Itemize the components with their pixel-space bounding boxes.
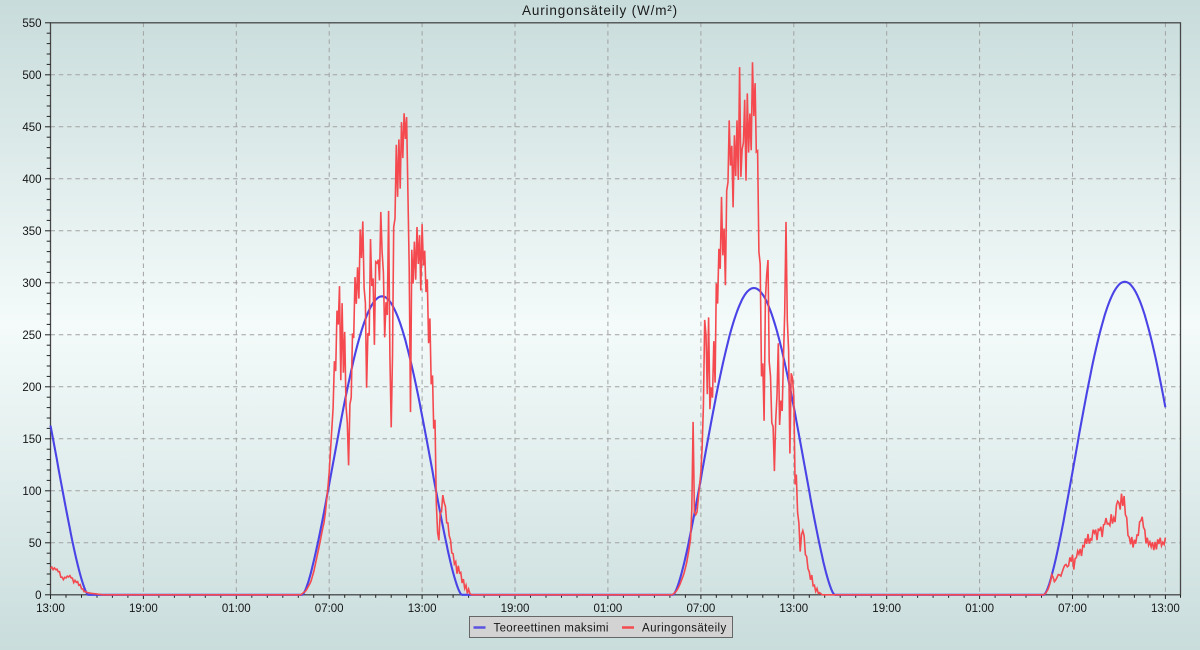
svg-text:19:00: 19:00 (501, 603, 530, 615)
svg-text:Auringonsäteily (W/m²): Auringonsäteily (W/m²) (522, 3, 678, 18)
svg-text:01:00: 01:00 (965, 603, 994, 615)
svg-text:50: 50 (29, 538, 42, 550)
svg-text:13:00: 13:00 (36, 603, 65, 615)
svg-text:01:00: 01:00 (594, 603, 623, 615)
svg-text:07:00: 07:00 (1058, 603, 1087, 615)
svg-text:19:00: 19:00 (129, 603, 158, 615)
svg-text:13:00: 13:00 (408, 603, 437, 615)
svg-text:01:00: 01:00 (222, 603, 251, 615)
svg-text:350: 350 (22, 226, 41, 238)
svg-text:500: 500 (22, 70, 41, 82)
svg-text:100: 100 (22, 486, 41, 498)
svg-text:200: 200 (22, 382, 41, 394)
svg-text:13:00: 13:00 (779, 603, 808, 615)
svg-text:07:00: 07:00 (315, 603, 344, 615)
svg-text:19:00: 19:00 (872, 603, 901, 615)
svg-text:400: 400 (22, 174, 41, 186)
svg-text:450: 450 (22, 122, 41, 134)
svg-text:07:00: 07:00 (687, 603, 716, 615)
svg-text:Teoreettinen maksimi: Teoreettinen maksimi (494, 623, 609, 635)
svg-text:13:00: 13:00 (1151, 603, 1180, 615)
svg-text:550: 550 (22, 18, 41, 30)
svg-text:300: 300 (22, 278, 41, 290)
svg-text:150: 150 (22, 434, 41, 446)
svg-text:250: 250 (22, 330, 41, 342)
svg-text:Auringonsäteily: Auringonsäteily (642, 623, 727, 635)
svg-text:0: 0 (35, 590, 41, 602)
